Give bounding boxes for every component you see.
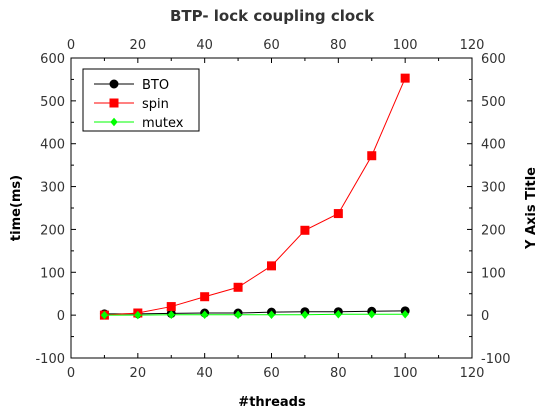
data-point-mutex [167, 310, 175, 319]
x-axis-label: #threads [238, 395, 306, 410]
data-series [99, 73, 410, 320]
x-tick-label-bottom: 20 [130, 366, 147, 381]
y-tick-label-left: 300 [40, 181, 65, 196]
legend-box [82, 68, 200, 132]
data-point-mutex [100, 310, 109, 320]
y-tick-label-right: 400 [481, 138, 506, 153]
data-point-mutex [234, 310, 242, 319]
series-line-mutex [104, 313, 406, 316]
series-mutex [100, 310, 409, 320]
x-tick-label-top: 40 [196, 38, 213, 53]
data-point-mutex [201, 310, 209, 319]
legend-label-spin: spin [142, 97, 169, 112]
x-tick-label-bottom: 100 [393, 366, 418, 381]
y-tick-label-left: 600 [40, 52, 65, 67]
y-tick-label-right: 600 [481, 52, 506, 67]
y-tick-label-left: 200 [40, 223, 65, 238]
legend-marker-mutex [110, 117, 118, 127]
legend-marker-spin [109, 98, 119, 108]
y-tick-label-left: -100 [35, 352, 65, 367]
data-point-spin [166, 302, 176, 312]
data-point-spin [400, 73, 410, 83]
legend-label-mutex: mutex [142, 116, 184, 131]
data-point-spin [367, 151, 377, 161]
x-tick-label-bottom: 80 [330, 366, 347, 381]
y-tick-label-right: 300 [481, 181, 506, 196]
y-tick-label-left: 500 [40, 95, 65, 110]
data-point-mutex [301, 310, 309, 319]
x-tick-label-top: 20 [130, 38, 147, 53]
data-point-spin [233, 282, 243, 292]
y-tick-label-right: 100 [481, 266, 506, 281]
series-BTO [99, 306, 410, 319]
x-tick-label-top: 120 [460, 38, 485, 53]
data-point-mutex [267, 310, 276, 319]
data-point-mutex [334, 310, 342, 319]
x-tick-label-bottom: 120 [460, 366, 485, 381]
y-tick-label-right: -100 [481, 352, 511, 367]
data-point-spin [333, 209, 343, 219]
legend-label-BTO: BTO [142, 78, 169, 93]
data-point-spin [267, 261, 276, 271]
x-tick-label-top: 60 [263, 38, 280, 53]
series-spin [99, 73, 410, 320]
chart-title: BTP- lock coupling clock [170, 7, 375, 25]
y-tick-label-left: 0 [57, 309, 65, 324]
legend: BTO spin mutex [82, 68, 200, 132]
y-tick-label-right: 500 [481, 95, 506, 110]
data-point-mutex [368, 310, 376, 319]
x-tick-label-bottom: 40 [196, 366, 213, 381]
y-tick-label-left: 100 [40, 266, 65, 281]
y-axis-label: time(ms) [9, 175, 24, 241]
y-tick-label-right: 200 [481, 223, 506, 238]
x-tick-label-top: 80 [330, 38, 347, 53]
x-tick-label-bottom: 60 [263, 366, 280, 381]
x-tick-label-top: 0 [67, 38, 75, 53]
data-point-mutex [401, 310, 409, 319]
x-tick-label-bottom: 0 [67, 366, 75, 381]
y-tick-label-right: 0 [481, 309, 489, 324]
series-line-BTO [104, 310, 406, 315]
data-point-spin [300, 225, 310, 235]
series-line-spin [104, 77, 406, 316]
y2-axis-label: Y Axis Title [524, 167, 539, 250]
legend-marker-BTO [109, 79, 119, 89]
x-tick-label-top: 100 [393, 38, 418, 53]
data-point-mutex [134, 310, 142, 320]
data-point-spin [200, 292, 210, 302]
y-tick-label-left: 400 [40, 138, 65, 153]
